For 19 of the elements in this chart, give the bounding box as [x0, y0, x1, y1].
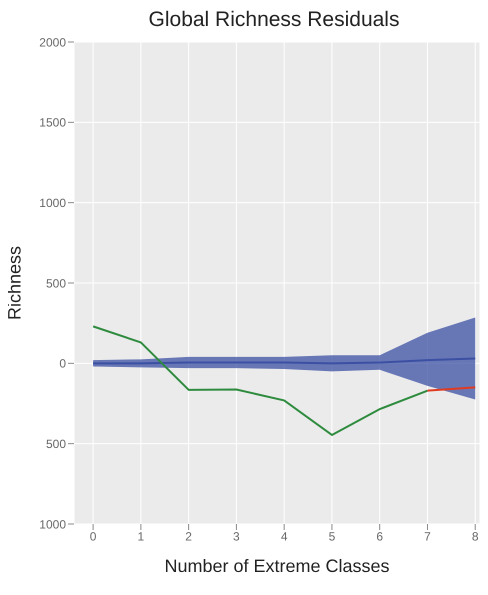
x-axis-title: Number of Extreme Classes: [164, 556, 390, 576]
x-tick-label: 1: [138, 530, 145, 544]
y-tick-label: 1000: [39, 517, 66, 532]
x-tick-label: 7: [424, 530, 432, 544]
y-tick-label: 500: [46, 436, 66, 451]
chart-title: Global Richness Residuals: [148, 8, 400, 31]
x-tick-label: 5: [328, 530, 336, 544]
line-series: [92, 325, 428, 436]
y-tick-label: 2000: [39, 35, 66, 50]
x-tick-label: 3: [233, 530, 240, 544]
x-tick-label: 8: [472, 530, 479, 544]
x-tick-label: 2: [185, 530, 192, 544]
y-tick-label: 0: [59, 356, 66, 371]
y-tick-label: 500: [46, 276, 66, 290]
y-tick-label: 1000: [39, 196, 66, 210]
x-tick-label: 0: [90, 530, 97, 544]
x-tick-label: 6: [376, 530, 384, 544]
y-tick-label: 1500: [39, 116, 66, 130]
x-tick-label: 4: [280, 530, 288, 544]
